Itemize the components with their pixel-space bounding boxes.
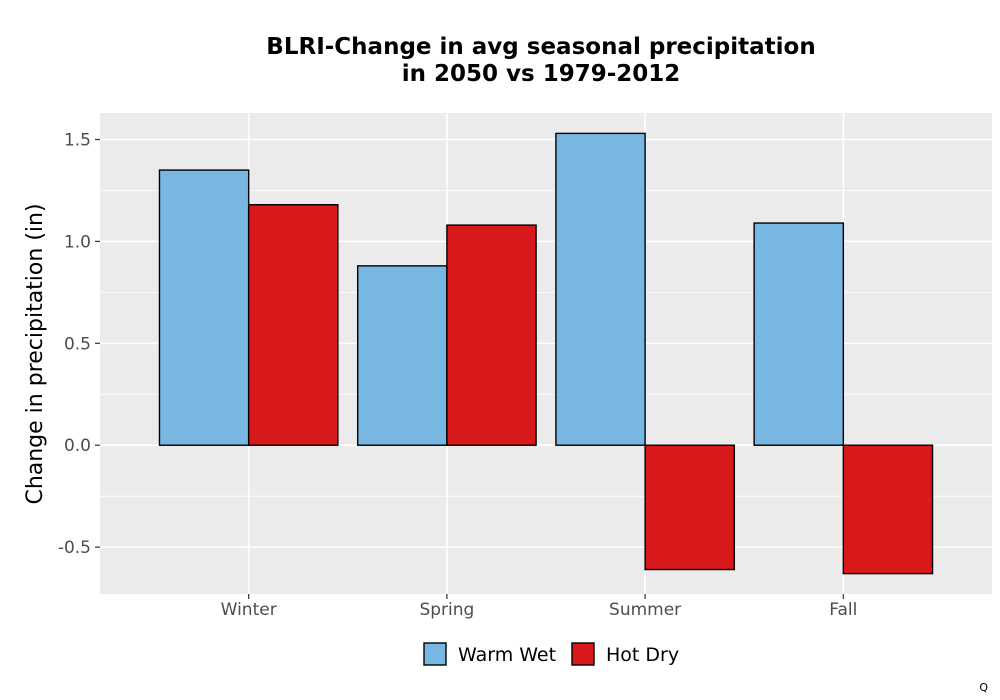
chart-title-line-2: in 2050 vs 1979-2012 [402, 61, 681, 87]
y-tick-label-2: 0.5 [64, 334, 91, 354]
bar-hot-dry-winter [247, 204, 339, 446]
bar-warm-wet-winter [158, 169, 250, 446]
y-tick-label-4: 1.5 [64, 130, 91, 150]
legend-label-hot-dry: Hot Dry [606, 644, 679, 666]
y-tick-label-0: -0.5 [58, 538, 91, 558]
x-axis: Winter Spring Summer Fall [221, 594, 857, 620]
bar-warm-wet-summer [555, 132, 646, 446]
y-axis: -0.5 0.0 0.5 1.0 1.5 [58, 130, 100, 558]
bar-hot-dry-summer [644, 444, 736, 571]
x-tick-label-winter: Winter [221, 600, 277, 620]
x-tick-label-fall: Fall [829, 600, 857, 620]
legend: Warm Wet Hot Dry [423, 642, 679, 666]
bar-warm-wet-fall [753, 222, 845, 446]
x-tick-label-summer: Summer [609, 600, 681, 620]
y-tick-label-1: 0.0 [64, 436, 91, 456]
corner-mark: Q [979, 681, 988, 694]
legend-label-warm-wet: Warm Wet [458, 644, 556, 666]
legend-key-hot-dry [571, 642, 595, 666]
y-tick-label-3: 1.0 [64, 232, 91, 252]
y-axis-label: Change in precipitation (in) [23, 203, 48, 504]
legend-key-warm-wet [423, 642, 447, 666]
bars-group [158, 132, 934, 575]
bar-hot-dry-fall [842, 444, 934, 575]
bar-warm-wet-spring [356, 265, 448, 446]
chart-title-line-1: BLRI-Change in avg seasonal precipitatio… [266, 34, 815, 60]
bar-hot-dry-spring [446, 224, 537, 446]
x-tick-label-spring: Spring [419, 600, 474, 620]
